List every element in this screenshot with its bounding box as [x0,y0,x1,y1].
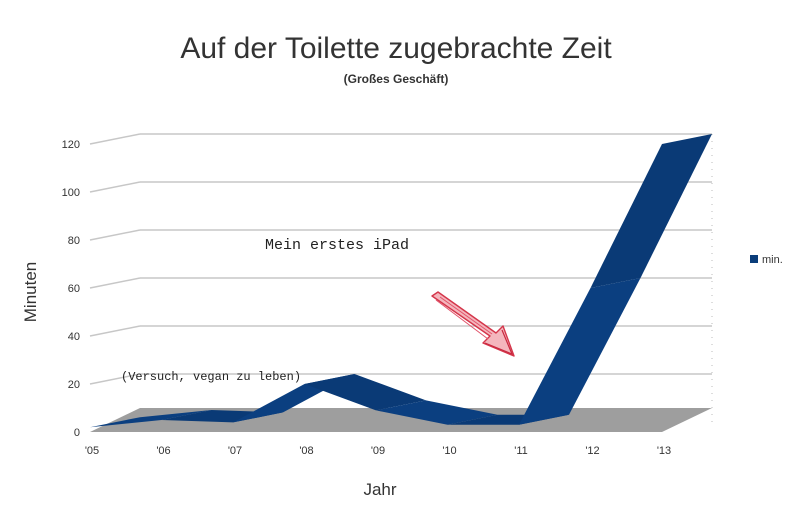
chart-title: Auf der Toilette zugebrachte Zeit [180,32,612,65]
x-tick-label: '13 [657,445,671,457]
y-tick-label: 120 [62,139,80,151]
x-tick-label: '08 [299,445,313,457]
y-tick-label: 20 [68,379,80,391]
x-tick-label: '12 [585,445,599,457]
area-segment [304,374,426,411]
x-tick-label: '11 [514,445,528,457]
y-tick-label: 100 [62,187,80,199]
area-segment [90,410,212,428]
grid-diagonal [89,373,141,385]
arrow-icon [431,291,515,357]
x-axis-ticks: '05 '06 '07 '08 '09 '10 '11 '12 '13 [85,445,671,457]
x-axis-title: Jahr [363,480,396,499]
y-tick-label: 60 [68,283,80,295]
area-segment [590,134,712,288]
x-tick-label: '10 [442,445,456,457]
annotation-vegan: (Versuch, vegan zu leben) [121,370,301,384]
chart-subtitle: (Großes Geschäft) [344,72,449,86]
area-segment [519,278,641,425]
y-tick-label: 40 [68,331,80,343]
grid-diagonal [89,325,141,337]
legend-label: min. [762,254,783,266]
legend: min. [750,254,783,266]
grid-diagonal [89,229,141,241]
grid [89,133,713,422]
x-tick-label: '07 [228,445,242,457]
grid-diagonal [89,277,141,289]
x-tick-label: '06 [156,445,170,457]
annotation-ipad: Mein erstes iPad [265,237,409,254]
area-segment [376,400,498,425]
y-tick-label: 80 [68,235,80,247]
y-axis-ticks: 0 20 40 60 80 100 120 [62,139,80,439]
grid-diagonal [89,181,141,193]
series-area [89,134,712,428]
y-axis-title: Minuten [21,262,40,322]
grid-diagonal [89,133,141,145]
x-tick-label: '05 [85,445,99,457]
y-tick-label: 0 [74,427,80,439]
x-tick-label: '09 [371,445,385,457]
legend-swatch [750,255,758,263]
